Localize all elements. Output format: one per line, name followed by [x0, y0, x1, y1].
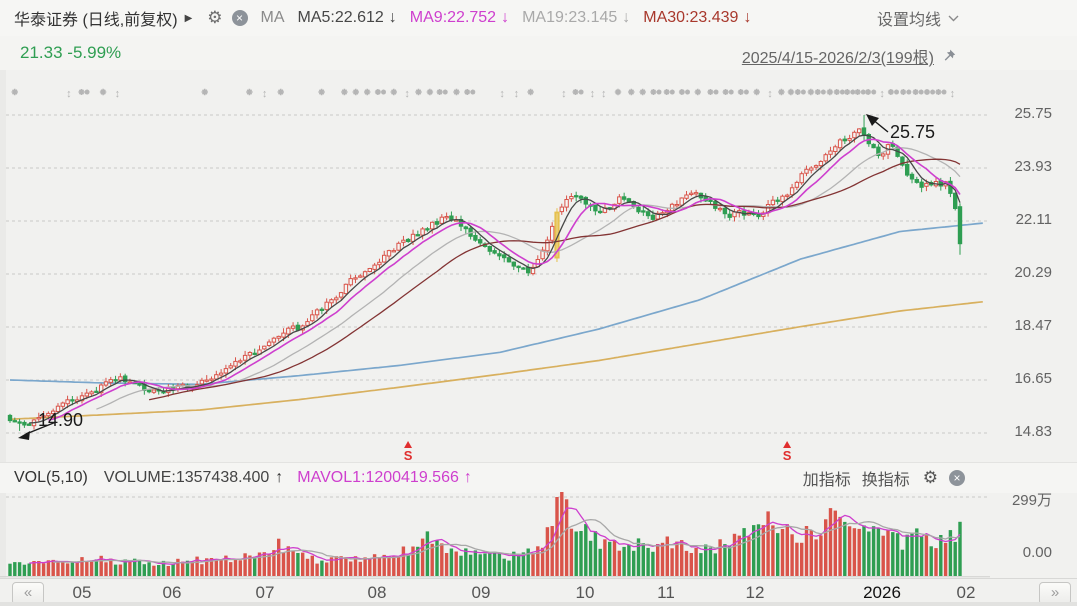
svg-text:↕: ↕ [601, 88, 607, 100]
price-tick-label: 23.93 [1014, 158, 1052, 175]
ma9-down-arrow-icon: ↓ [501, 9, 510, 26]
main-chart[interactable]: ↕ ↕ ↕ ↕ ↕ ↕ ↕ ↕ ↕ ↕ ↕ ↕ 25.75 14.90 S S [0, 70, 1077, 462]
price-tick-label: 14.83 [1014, 423, 1052, 440]
ma19-down-arrow-icon: ↓ [622, 9, 631, 26]
svg-text:↕: ↕ [561, 88, 567, 100]
price-tick-label: 18.47 [1014, 317, 1052, 334]
svg-text:↕: ↕ [950, 88, 956, 100]
change-percent: -5.99% [67, 43, 122, 62]
pin-icon[interactable] [940, 48, 957, 65]
x-axis-label-10: 10 [575, 583, 595, 602]
x-axis-label-02: 02 [956, 583, 976, 602]
volume-tick-label: 0.00 [1022, 544, 1052, 561]
chevron-down-icon [948, 15, 959, 21]
volume-tick-label: 299万 [1011, 492, 1052, 509]
svg-text:↕: ↕ [404, 88, 410, 100]
left-edge-strip [0, 70, 6, 578]
event-marker-row: ↕ ↕ ↕ ↕ ↕ ↕ ↕ ↕ ↕ ↕ ↕ ↕ [11, 88, 956, 100]
svg-text:↕: ↕ [115, 88, 121, 100]
svg-text:↕: ↕ [499, 88, 505, 100]
price-tick-label: 22.11 [1015, 211, 1052, 228]
price-tick-label: 16.65 [1014, 370, 1052, 387]
volume-close-icon[interactable]: × [949, 470, 965, 486]
svg-text:25.75: 25.75 [890, 122, 935, 142]
expand-arrow-icon[interactable]: ▶ [184, 12, 193, 24]
price-gridlines [6, 114, 990, 434]
volume-header: VOL(5,10) VOLUME:1357438.400 ↑ MAVOL1:12… [0, 462, 1077, 493]
svg-text:↕: ↕ [514, 88, 520, 100]
ma19-value: MA19:23.145 ↓ [522, 9, 631, 26]
x-axis-label-11: 11 [657, 583, 675, 602]
x-axis: « 05 06 07 08 09 10 11 12 2026 02 » [0, 578, 1077, 606]
mavol-up-arrow-icon: ↑ [463, 469, 472, 486]
mavol-value: MAVOL1:1200419.566 [297, 469, 459, 486]
svg-text:S: S [404, 448, 413, 462]
x-axis-label-07: 07 [255, 583, 275, 602]
ma30-down-arrow-icon: ↓ [743, 9, 752, 26]
x-axis-label-2026: 2026 [863, 583, 901, 602]
ma-close-icon[interactable]: × [231, 10, 248, 26]
ma-settings-button[interactable]: 设置均线 [877, 6, 959, 30]
last-price: 21.33 [20, 43, 63, 62]
x-axis-label-05: 05 [72, 583, 92, 602]
svg-text:↕: ↕ [879, 88, 885, 100]
svg-text:↕: ↕ [767, 88, 773, 100]
price-tick-label: 20.29 [1014, 264, 1052, 281]
svg-text:S: S [783, 448, 792, 462]
bottom-edge-strip [0, 602, 1077, 606]
chart-header: 华泰证券 (日线,前复权) ▶ ⚙ × MA MA5:22.612 ↓ MA9:2… [0, 0, 1077, 36]
svg-text:↕: ↕ [262, 88, 268, 100]
volume-value: VOLUME:1357438.400 [103, 469, 270, 486]
add-indicator-button[interactable]: 加指标 [802, 472, 851, 489]
ma9-value: MA9:22.752 ↓ [409, 9, 510, 26]
svg-text:14.90: 14.90 [38, 410, 83, 430]
x-axis-label-08: 08 [367, 583, 387, 602]
volume-up-arrow-icon: ↑ [275, 469, 284, 486]
ma5-value: MA5:22.612 ↓ [297, 9, 397, 26]
x-axis-label-06: 06 [162, 583, 182, 602]
svg-text:↕: ↕ [66, 88, 72, 100]
last-price-and-change: 21.33 -5.99% [20, 43, 121, 63]
symbol-title: 华泰证券 (日线,前复权) [14, 12, 178, 29]
volume-chart[interactable] [0, 492, 1077, 578]
svg-text:↕: ↕ [590, 88, 596, 100]
x-axis-label-09: 09 [471, 583, 491, 602]
ma30-value: MA30:23.439 ↓ [643, 9, 752, 26]
ma-indicator-label: MA [260, 9, 285, 26]
volume-gear-icon[interactable]: ⚙ [922, 468, 938, 487]
date-range-link[interactable]: 2025/4/15-2026/2/3(199根) [741, 50, 934, 67]
ma-settings-gear-icon[interactable]: ⚙ [207, 8, 223, 27]
switch-indicator-button[interactable]: 换指标 [861, 472, 910, 489]
volume-bars-layer [8, 492, 962, 576]
ma5-down-arrow-icon: ↓ [388, 9, 397, 26]
annotations-layer: 25.75 14.90 S S [18, 114, 935, 462]
price-tick-label: 25.75 [1014, 105, 1052, 122]
quote-row: 21.33 -5.99% 2025/4/15-2026/2/3(199根) [0, 36, 1077, 70]
x-axis-label-12: 12 [745, 583, 765, 602]
vol-indicator-label: VOL(5,10) [14, 469, 88, 486]
